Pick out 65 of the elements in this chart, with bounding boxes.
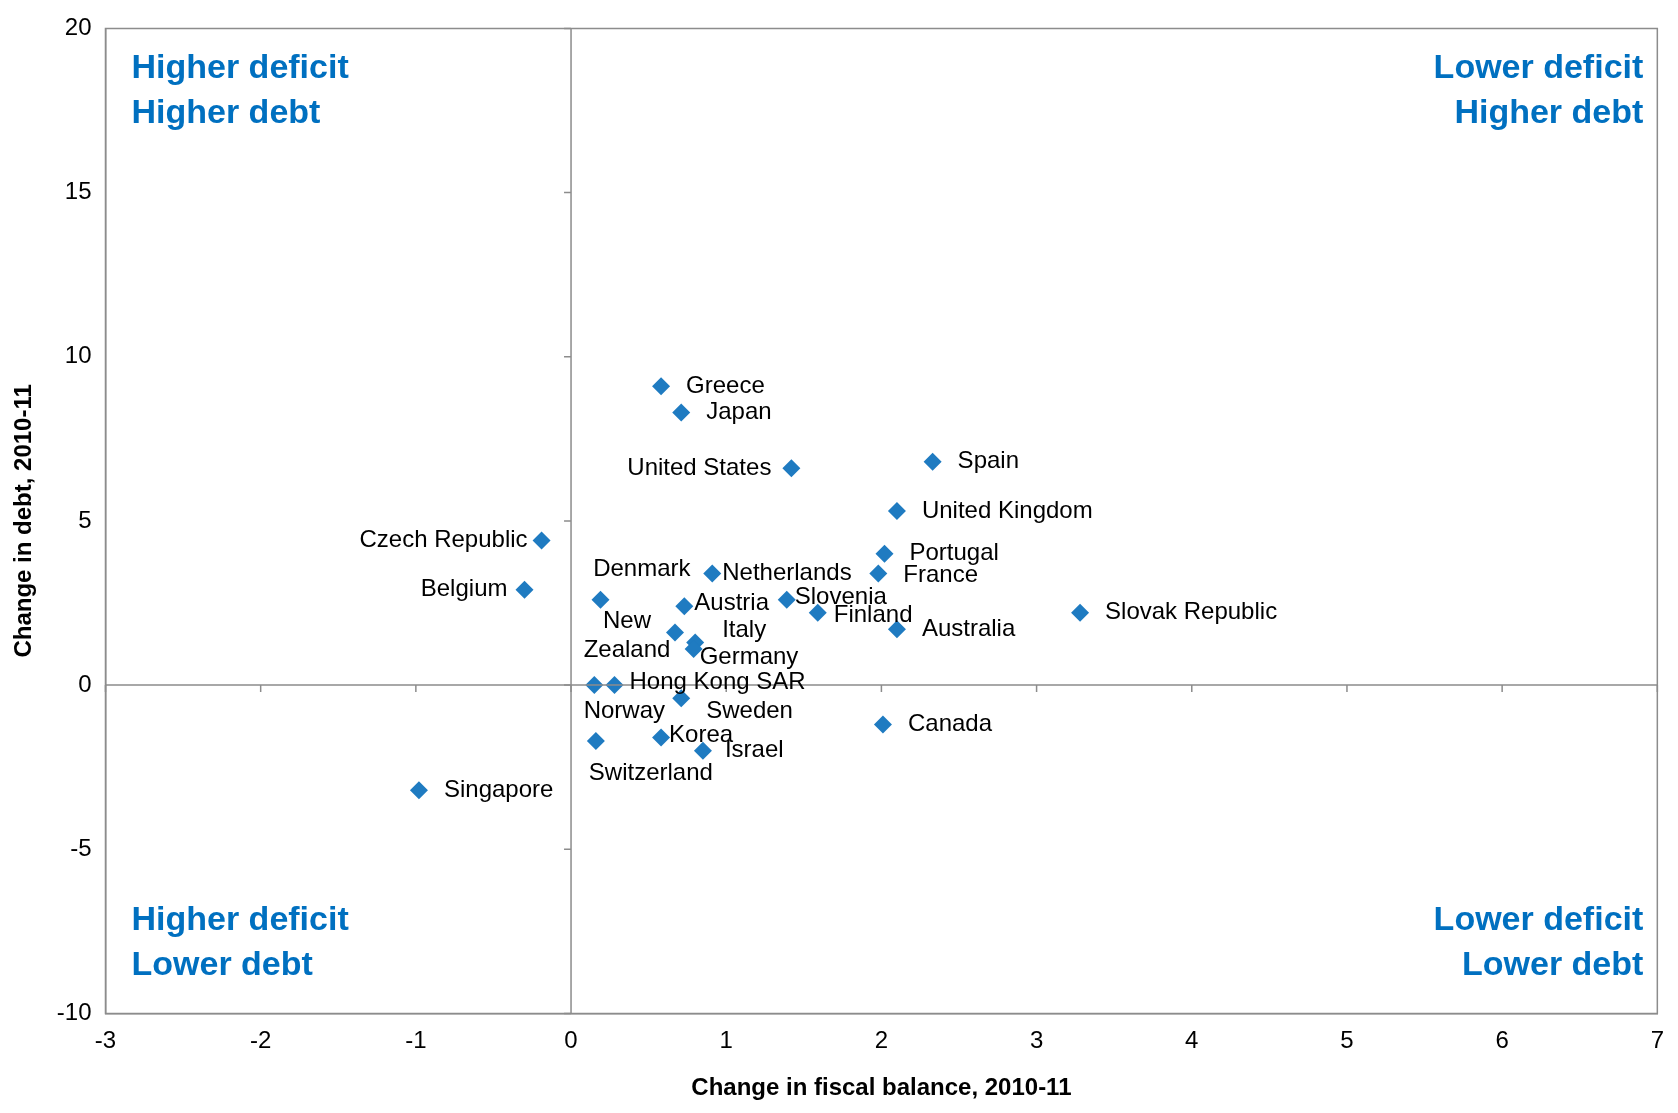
annotation: Belgium: [420, 574, 508, 602]
annotation: Switzerland: [588, 757, 713, 785]
point: [591, 590, 610, 609]
y-tick-label: -10: [56, 998, 92, 1026]
annotation: United Kingdom: [921, 495, 1093, 523]
point: [875, 544, 894, 563]
point: [693, 741, 712, 760]
annotation: Italy: [722, 615, 767, 643]
annotation: Higher deficit Lower debt: [131, 898, 349, 982]
point: [869, 564, 888, 583]
point: [1071, 603, 1090, 622]
x-tick-label: 7: [1650, 1026, 1665, 1054]
y-tick-label: 20: [64, 13, 92, 41]
point: [703, 564, 722, 583]
x-axis-title: Change in fiscal balance, 2010-11: [691, 1073, 1072, 1101]
annotation: Sweden: [706, 695, 793, 723]
annotation: Czech Republic: [359, 525, 528, 553]
point: [923, 452, 942, 471]
point: [515, 580, 534, 599]
annotation: Germany: [699, 641, 799, 669]
x-tick-label: -3: [94, 1026, 117, 1054]
annotation: Austria: [694, 587, 770, 615]
x-tick-label: 0: [564, 1026, 578, 1054]
point: [586, 731, 605, 750]
annotation: Japan: [706, 397, 772, 425]
annotation: Singapore: [443, 774, 554, 802]
annotation: Greece: [686, 370, 765, 398]
annotation: Lower deficit Higher debt: [1433, 46, 1644, 130]
point: [675, 597, 694, 616]
x-tick-label: -2: [250, 1026, 272, 1054]
point: [782, 459, 801, 478]
annotation: Slovak Republic: [1105, 597, 1278, 625]
y-tick-label: -5: [70, 833, 92, 861]
y-tick-label: 15: [64, 177, 92, 205]
x-tick-label: 2: [874, 1026, 889, 1054]
point: [652, 728, 671, 747]
point: [409, 781, 428, 800]
y-axis-title: Change in debt, 2010-11: [9, 384, 37, 658]
annotation: New Zealand: [583, 605, 671, 662]
x-tick-label: -1: [405, 1026, 427, 1054]
annotation: Spain: [957, 446, 1020, 474]
annotation: Denmark: [593, 554, 692, 582]
annotation: Australia: [921, 613, 1016, 641]
annotation: Higher deficit Higher debt: [131, 46, 349, 130]
y-tick-label: 0: [78, 669, 92, 697]
point: [887, 502, 906, 521]
annotation: Lower deficit Lower debt: [1433, 898, 1644, 982]
annotation: Canada: [907, 709, 993, 737]
point: [532, 531, 551, 550]
annotation: Netherlands: [722, 558, 852, 586]
point: [672, 403, 691, 422]
annotation: Norway: [583, 695, 665, 723]
x-tick-label: 5: [1340, 1026, 1354, 1054]
point: [808, 603, 827, 622]
x-tick-label: 3: [1029, 1026, 1044, 1054]
annotation: United States: [627, 452, 772, 480]
point: [777, 590, 796, 609]
x-tick-label: 4: [1185, 1026, 1199, 1054]
y-tick-label: 5: [78, 505, 92, 533]
x-tick-label: 6: [1495, 1026, 1509, 1054]
point: [666, 623, 685, 642]
point: [652, 377, 671, 396]
y-tick-label: 10: [64, 341, 92, 369]
point: [873, 715, 892, 734]
x-tick-label: 1: [719, 1026, 733, 1054]
